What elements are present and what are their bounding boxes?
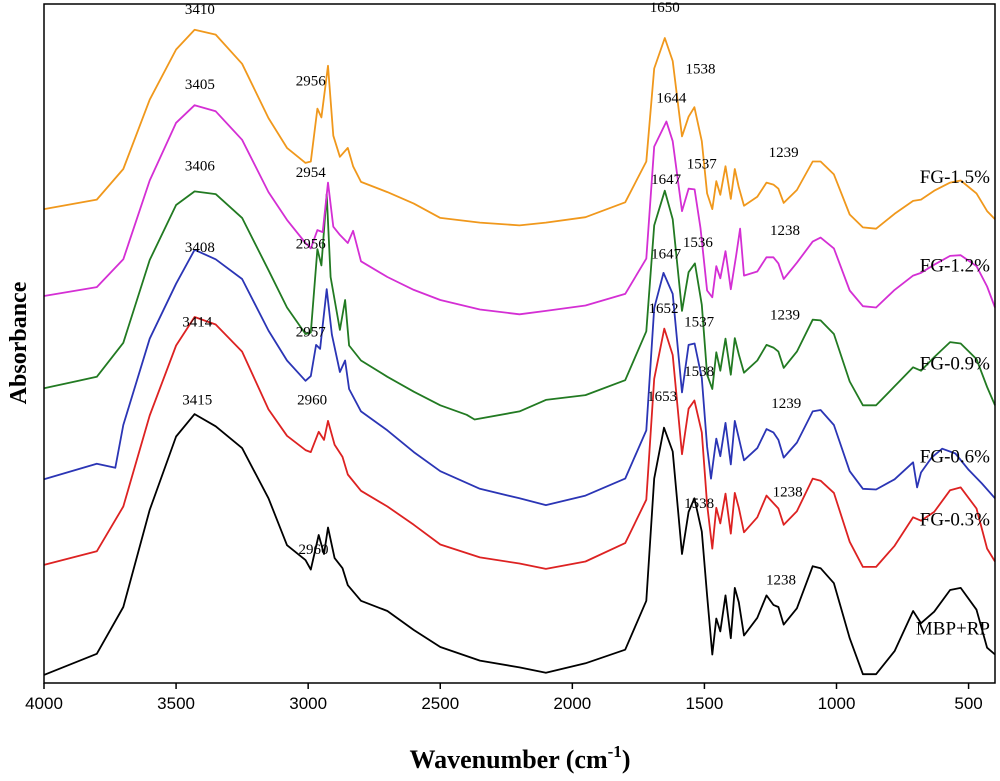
x-tick-label: 500 xyxy=(954,694,982,713)
peak-label: 2956 xyxy=(296,236,327,252)
x-axis-title: Wavenumber (cm-1) xyxy=(410,742,631,774)
x-tick-label: 3500 xyxy=(157,694,195,713)
peak-label: 1650 xyxy=(650,0,680,16)
peak-label: 1238 xyxy=(766,573,796,589)
series-labels: MBP+RP FG-0.3% FG-0.6% FG-0.9% FG-1.2% FG-1.5… xyxy=(916,167,990,639)
peak-label: 3405 xyxy=(185,77,215,93)
peak-label: 1239 xyxy=(769,145,799,161)
peak-label: 1536 xyxy=(683,235,714,251)
peak-label: 3415 xyxy=(182,393,212,409)
peak-label: 1538 xyxy=(684,364,714,380)
peak-label: 1238 xyxy=(770,223,800,239)
x-axis-title-superscript: -1 xyxy=(608,742,622,761)
x-tick-label: 1500 xyxy=(686,694,724,713)
peak-label: 2956 xyxy=(296,73,327,89)
series-label: FG-1.2% xyxy=(920,256,990,277)
peak-label: 2960 xyxy=(297,393,327,409)
peak-label: 2957 xyxy=(296,325,327,341)
x-tick-label: 2000 xyxy=(553,694,591,713)
peak-label: 2960 xyxy=(298,542,328,558)
x-axis-title-main: Wavenumber (cm xyxy=(410,745,608,774)
series-label: FG-1.5% xyxy=(920,167,990,188)
x-tick-label: 2500 xyxy=(421,694,459,713)
peak-label: 1647 xyxy=(651,247,682,263)
series-label: FG-0.9% xyxy=(920,353,990,374)
peak-label: 1239 xyxy=(770,308,800,324)
y-axis-title: Absorbance xyxy=(6,281,32,404)
series-label: MBP+RP xyxy=(916,618,990,639)
plot-frame xyxy=(43,3,996,684)
series-layer xyxy=(43,28,996,676)
peak-label: 1537 xyxy=(684,315,715,331)
series-line-fg-0-9- xyxy=(43,189,996,421)
series-line-fg-1-2- xyxy=(43,104,996,316)
peak-label: 1537 xyxy=(687,156,718,172)
peak-label: 1239 xyxy=(771,396,801,412)
x-axis-title-close: ) xyxy=(622,745,631,774)
peak-label: 1238 xyxy=(773,484,803,500)
x-tick-label: 3000 xyxy=(289,694,327,713)
peak-label: 1538 xyxy=(685,61,715,77)
peak-label: 3414 xyxy=(182,315,213,331)
series-line-mbp-rp xyxy=(43,413,996,676)
series-label: FG-0.3% xyxy=(920,509,990,530)
x-tick-label: 1000 xyxy=(818,694,856,713)
peak-label: 1644 xyxy=(656,90,687,106)
peak-label: 1652 xyxy=(648,301,678,317)
series-line-fg-0-3- xyxy=(43,316,996,570)
x-axis-ticks: 4000 3500 3000 2500 2000 1500 1000 500 xyxy=(25,683,983,713)
peak-label: 1538 xyxy=(684,496,714,512)
peak-label: 1647 xyxy=(651,172,682,188)
series-line-fg-0-6- xyxy=(43,248,996,506)
series-line-fg-1-5- xyxy=(43,28,996,230)
peak-label: 1653 xyxy=(647,389,677,405)
peak-label: 2954 xyxy=(296,165,327,181)
series-label: FG-0.6% xyxy=(920,446,990,467)
peak-label: 3408 xyxy=(185,240,215,256)
peak-label: 3410 xyxy=(185,2,215,18)
x-tick-label: 4000 xyxy=(25,694,63,713)
peak-label: 3406 xyxy=(185,158,216,174)
